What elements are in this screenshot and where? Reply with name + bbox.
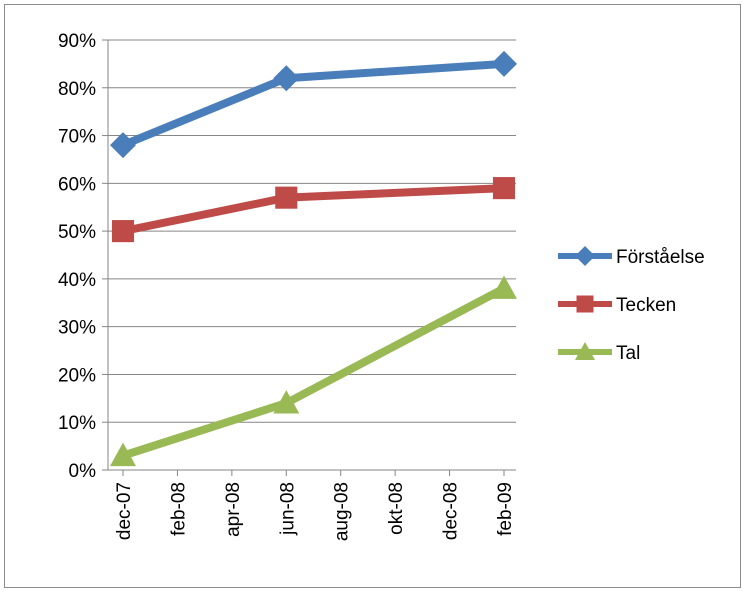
data-point (111, 220, 135, 243)
y-tick-label: 30% (58, 318, 96, 339)
gridlines (108, 39, 516, 423)
y-tick-label: 0% (69, 461, 97, 482)
x-tick-label: feb-08 (168, 482, 189, 536)
y-tick-label: 10% (58, 413, 96, 434)
x-tick-label: dec-07 (114, 482, 135, 540)
series-förståelse (110, 50, 517, 159)
data-point (110, 132, 136, 159)
x-tick-label: feb-09 (495, 482, 516, 536)
x-tick-label: aug-08 (332, 482, 353, 541)
legend-label: Förståelse (616, 247, 705, 268)
series-tecken (111, 177, 516, 243)
y-axis-tick-labels: 0% 10% 20% 30% 40% 50% 60% 70% 80% 90% (58, 31, 96, 482)
y-tick-label: 20% (58, 365, 96, 386)
x-tick-label: jun-08 (277, 482, 298, 536)
legend-label: Tecken (616, 295, 676, 316)
data-point (492, 177, 516, 200)
data-point (275, 186, 298, 209)
y-tick-label: 60% (58, 174, 96, 195)
legend-marker (576, 295, 594, 313)
y-tick-label: 80% (58, 79, 96, 100)
y-tick-label: 90% (58, 31, 96, 52)
series-line (119, 184, 508, 236)
x-tick-label: apr-08 (223, 482, 244, 537)
legend-entry: Tecken (558, 295, 676, 316)
x-tick-label: dec-08 (441, 482, 462, 540)
data-point (273, 65, 300, 92)
y-tick-label: 70% (58, 127, 96, 148)
legend: Förståelse Tecken Tal (558, 246, 705, 364)
y-tick-label: 40% (58, 270, 96, 291)
x-tick-label: okt-08 (386, 482, 407, 535)
y-tick-label: 50% (58, 222, 96, 243)
data-point (110, 442, 136, 467)
legend-label: Tal (616, 343, 640, 364)
legend-entry: Förståelse (558, 246, 705, 268)
series-line (119, 284, 508, 460)
chart-frame (4, 4, 741, 588)
x-axis-tick-labels: dec-07 feb-08 apr-08 jun-08 aug-08 okt-08 dec-… (114, 482, 516, 541)
data-point (273, 390, 300, 414)
legend-marker (575, 342, 595, 360)
legend-marker (575, 246, 595, 266)
series (110, 50, 517, 467)
data-point (491, 275, 517, 299)
series-line (119, 59, 508, 150)
axes (102, 39, 516, 476)
legend-entry: Tal (558, 342, 640, 364)
data-point (491, 50, 517, 77)
series-tal (110, 275, 517, 467)
